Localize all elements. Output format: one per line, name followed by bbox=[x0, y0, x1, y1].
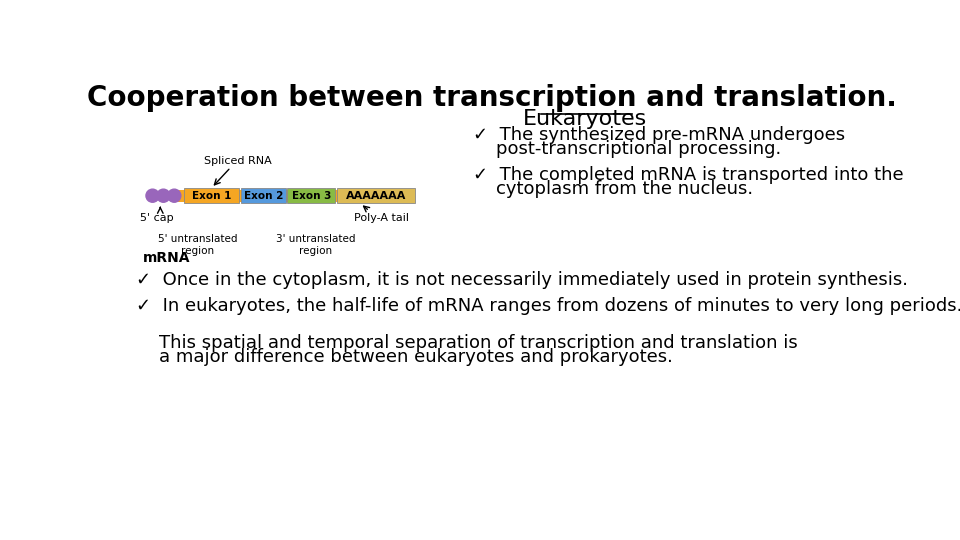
Text: This spatial and temporal separation of transcription and translation is: This spatial and temporal separation of … bbox=[135, 334, 797, 352]
Text: cytoplasm from the nucleus.: cytoplasm from the nucleus. bbox=[472, 180, 753, 198]
Text: Eukaryotes: Eukaryotes bbox=[523, 109, 647, 129]
Text: 5' cap: 5' cap bbox=[140, 213, 174, 222]
Text: Exon 3: Exon 3 bbox=[292, 191, 331, 201]
Circle shape bbox=[146, 189, 159, 202]
Text: post-transcriptional processing.: post-transcriptional processing. bbox=[472, 140, 780, 158]
Text: ✓  The synthesized pre-mRNA undergoes: ✓ The synthesized pre-mRNA undergoes bbox=[472, 126, 845, 144]
Text: 3' untranslated
region: 3' untranslated region bbox=[276, 234, 355, 256]
Text: a major difference between eukaryotes and prokaryotes.: a major difference between eukaryotes an… bbox=[135, 348, 672, 366]
Bar bbox=[241, 188, 286, 204]
Bar bbox=[175, 190, 415, 202]
Text: Cooperation between transcription and translation.: Cooperation between transcription and tr… bbox=[87, 84, 897, 112]
Text: ✓  The completed mRNA is transported into the: ✓ The completed mRNA is transported into… bbox=[472, 166, 903, 185]
Text: 5' untranslated
region: 5' untranslated region bbox=[157, 234, 237, 256]
Text: ✓  Once in the cytoplasm, it is not necessarily immediately used in protein synt: ✓ Once in the cytoplasm, it is not neces… bbox=[135, 271, 907, 289]
Text: Exon 2: Exon 2 bbox=[244, 191, 283, 201]
Text: mRNA: mRNA bbox=[143, 251, 191, 265]
Text: ✓  In eukaryotes, the half-life of mRNA ranges from dozens of minutes to very lo: ✓ In eukaryotes, the half-life of mRNA r… bbox=[135, 298, 960, 315]
Bar bbox=[337, 188, 415, 204]
Text: Poly-A tail: Poly-A tail bbox=[354, 213, 410, 222]
Text: Exon 1: Exon 1 bbox=[192, 191, 231, 201]
Bar bbox=[183, 188, 239, 204]
Bar bbox=[287, 188, 335, 204]
Circle shape bbox=[156, 189, 170, 202]
Text: Spliced RNA: Spliced RNA bbox=[204, 157, 272, 166]
Text: AAAAAAA: AAAAAAA bbox=[346, 191, 406, 201]
Circle shape bbox=[168, 189, 180, 202]
